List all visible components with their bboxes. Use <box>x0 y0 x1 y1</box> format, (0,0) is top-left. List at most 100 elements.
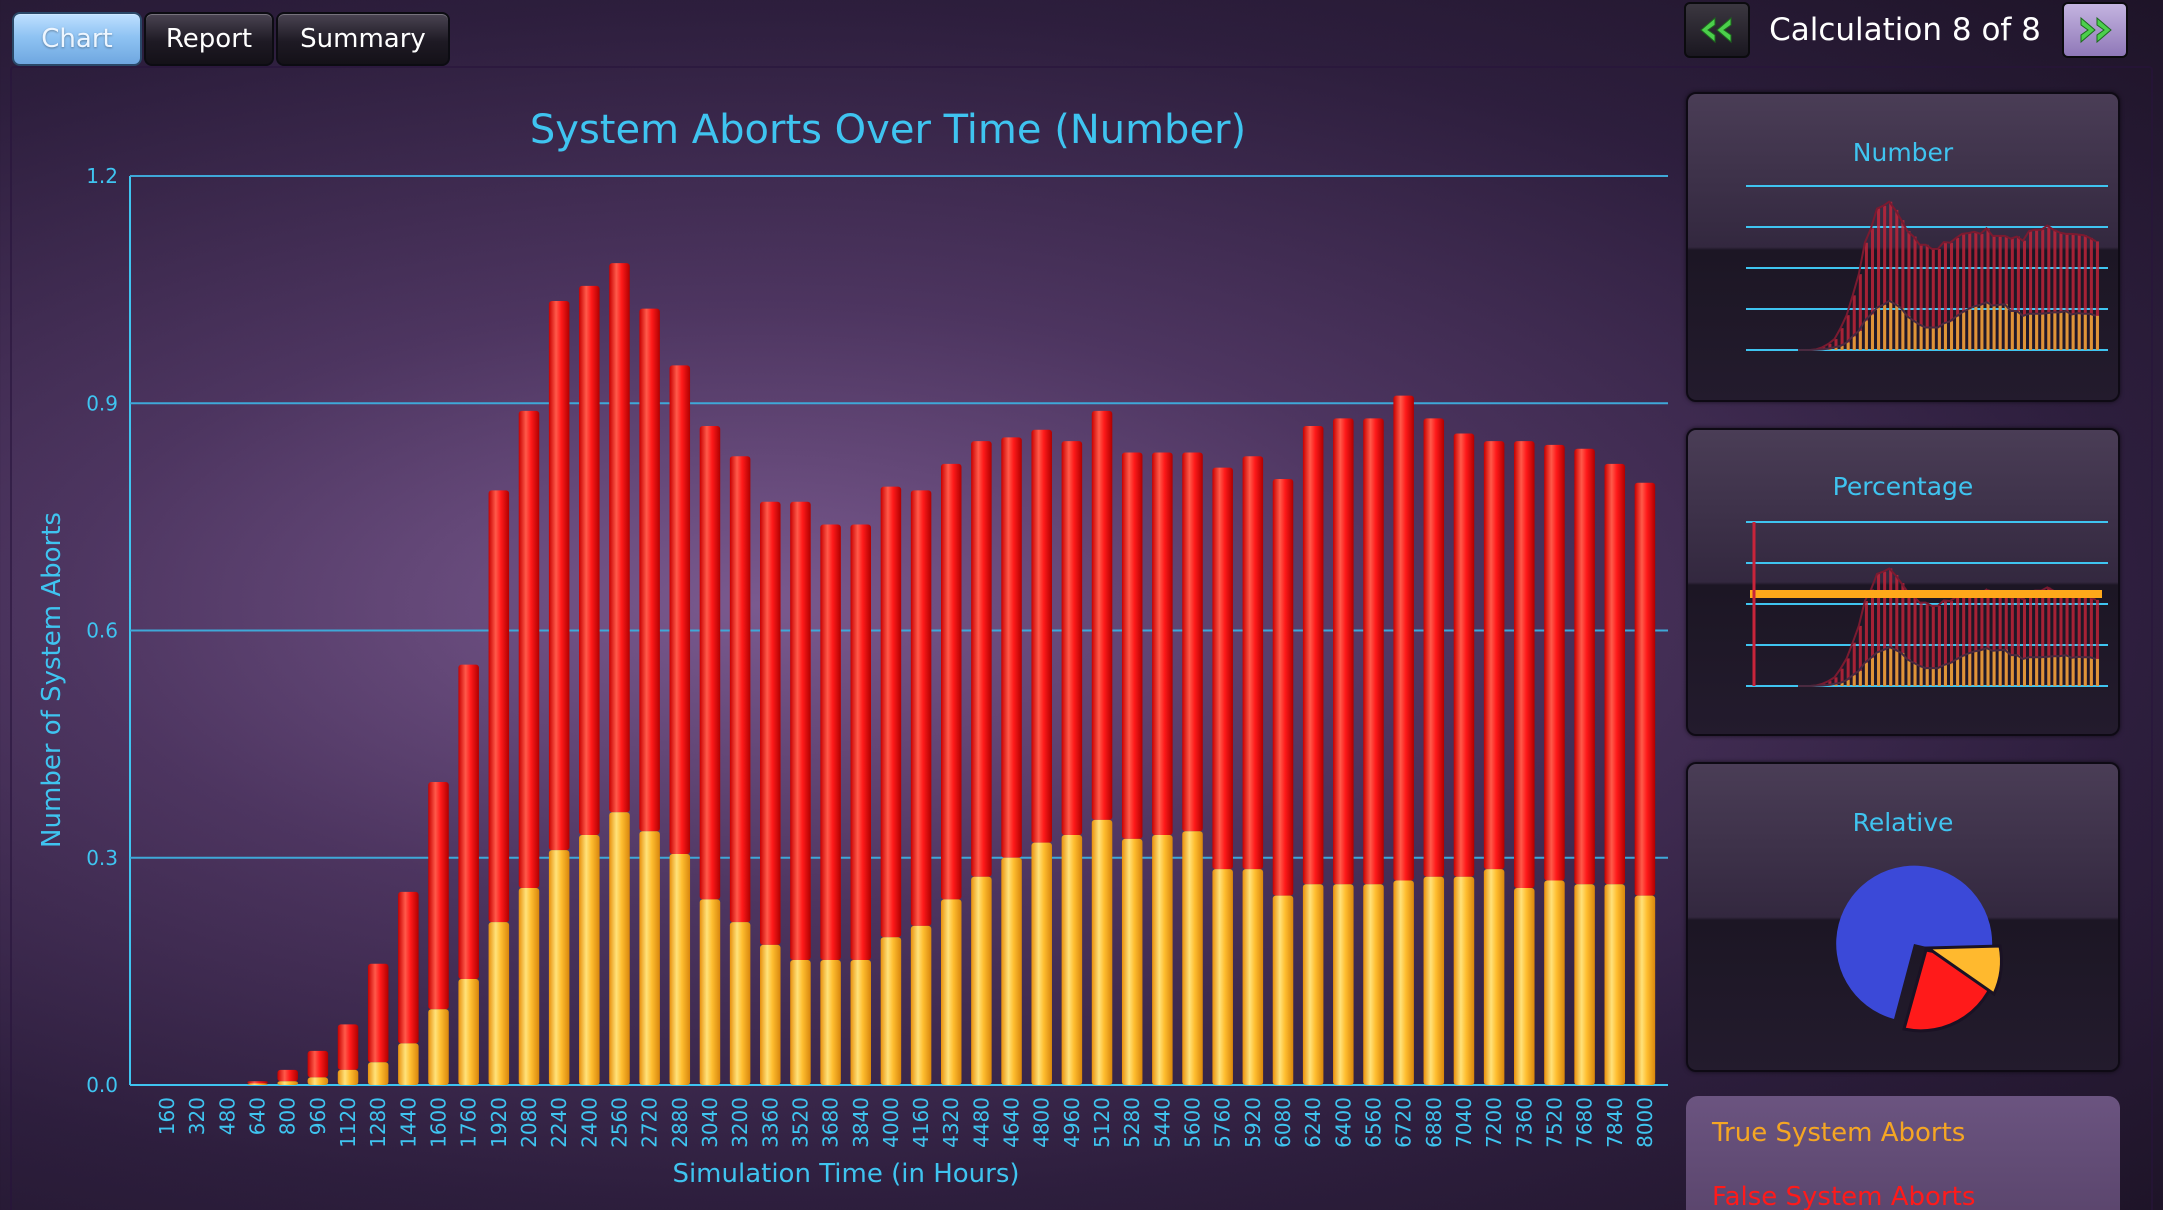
mini-bar-false <box>1919 602 1923 686</box>
x-tick-label: 4800 <box>1030 1097 1054 1148</box>
bar-true-aborts <box>1302 884 1324 1085</box>
bar-false-aborts <box>247 1081 268 1084</box>
x-tick-label: 4160 <box>909 1097 933 1148</box>
tab-chart[interactable]: Chart <box>12 12 142 66</box>
mini-bar-false <box>1998 235 2002 350</box>
bar-true-aborts <box>1634 895 1656 1085</box>
mini-bar-true <box>2010 311 2014 350</box>
mini-bar-true <box>1980 650 1984 686</box>
mini-bar-true <box>2089 313 2093 350</box>
mini-bar-false <box>1901 583 1905 686</box>
bar-false-aborts <box>1212 467 1233 870</box>
bar-false-aborts <box>1152 452 1173 836</box>
x-tick-label: 7680 <box>1573 1097 1597 1148</box>
mini-bar-true <box>2041 313 2045 350</box>
mini-bar-true <box>1950 663 1954 686</box>
mini-bar-true <box>2016 655 2020 686</box>
x-tick-label: 2400 <box>577 1097 601 1148</box>
mini-bar-true <box>1895 304 1899 350</box>
bar-true-aborts <box>1363 884 1384 1085</box>
relative-pie-chart <box>1836 865 2003 1033</box>
panel-title-percentage: Percentage <box>1832 472 1974 501</box>
x-tick-label: 160 <box>155 1097 179 1135</box>
bar-true-aborts <box>940 899 962 1085</box>
y-tick-label: 0.0 <box>86 1073 118 1097</box>
y-tick-label: 1.2 <box>86 164 118 188</box>
tab-summary[interactable]: Summary <box>276 12 450 66</box>
bar-true-aborts <box>1182 831 1203 1085</box>
bar-false-aborts <box>639 308 660 832</box>
mini-bar-true <box>1950 321 1954 350</box>
bar-false-aborts <box>458 664 479 979</box>
mini-bar-true <box>1956 316 1960 350</box>
mini-bar-true <box>1962 312 1966 350</box>
mini-bar-false <box>1840 328 1844 350</box>
x-tick-label: 2080 <box>517 1097 541 1148</box>
relative-thumbnail-panel[interactable]: Relative <box>1686 762 2120 1072</box>
x-tick-label: 800 <box>276 1097 300 1135</box>
double-chevron-left-icon <box>1700 16 1732 44</box>
mini-bar-true <box>2004 649 2008 686</box>
mini-bar-false <box>1852 295 1856 350</box>
mini-bar-true <box>2004 304 2008 350</box>
bar-false-aborts <box>307 1050 329 1078</box>
bar-false-aborts <box>1544 444 1565 881</box>
mini-bar-false <box>1907 591 1911 686</box>
mini-bar-false <box>1925 602 1929 686</box>
bar-true-aborts <box>639 831 660 1085</box>
bar-true-aborts <box>1001 857 1022 1085</box>
mini-bar-false <box>1913 596 1917 686</box>
mini-bar-false <box>2016 596 2020 686</box>
previous-calculation-button[interactable] <box>1684 2 1750 58</box>
mini-bar-true <box>1870 314 1874 350</box>
mini-bar-true <box>1889 300 1893 350</box>
mini-bar-false <box>2059 232 2063 350</box>
bar-false-aborts <box>1483 441 1505 870</box>
bar-true-aborts <box>277 1081 298 1085</box>
mini-bar-false <box>1943 242 1947 350</box>
number-thumbnail-panel[interactable]: Number <box>1686 92 2120 402</box>
mini-bar-true <box>1907 659 1911 686</box>
mini-bar-true <box>1974 651 1978 686</box>
x-tick-label: 640 <box>246 1097 270 1135</box>
bar-true-aborts <box>488 922 510 1085</box>
x-tick-label: 8000 <box>1633 1097 1657 1148</box>
mini-bar-true <box>1980 304 1984 350</box>
x-tick-label: 6080 <box>1271 1097 1295 1148</box>
mini-bar-false <box>2053 590 2057 686</box>
bar-false-aborts <box>488 490 510 923</box>
mini-bar-false <box>1852 642 1856 686</box>
mini-bar-false <box>2071 593 2075 686</box>
chart-title: System Aborts Over Time (Number) <box>530 107 1246 153</box>
mini-bar-false <box>2053 229 2057 350</box>
mini-bar-false <box>1870 589 1874 686</box>
mini-bar-false <box>1943 600 1947 686</box>
mini-bar-false <box>2083 235 2087 350</box>
mini-bar-true <box>2071 657 2075 686</box>
mini-bar-true <box>1913 320 1917 350</box>
mini-bar-false <box>1974 231 1978 350</box>
x-tick-label: 5760 <box>1211 1097 1235 1148</box>
x-tick-label: 6720 <box>1392 1097 1416 1148</box>
tab-report[interactable]: Report <box>144 12 274 66</box>
percentage-thumbnail-panel[interactable]: Percentage <box>1686 428 2120 736</box>
mini-bar-false <box>1864 242 1868 350</box>
bar-true-aborts <box>458 978 479 1085</box>
mini-bar-false <box>1895 209 1899 350</box>
mini-bar-true <box>2035 313 2039 350</box>
mini-bar-true <box>2047 313 2051 350</box>
bar-true-aborts <box>1031 842 1052 1085</box>
mini-bar-true <box>2035 657 2039 686</box>
mini-bar-true <box>1883 304 1887 350</box>
mini-bar-false <box>1931 248 1935 350</box>
x-tick-label: 7360 <box>1512 1097 1536 1148</box>
mini-bar-false <box>1980 233 1984 350</box>
mini-bar-true <box>1852 675 1856 686</box>
x-tick-label: 7520 <box>1542 1097 1566 1148</box>
mini-bar-false <box>2010 238 2014 350</box>
next-calculation-button[interactable] <box>2062 2 2128 58</box>
bar-false-aborts <box>1242 456 1264 870</box>
mini-bar-true <box>1968 653 1972 686</box>
bar-false-aborts <box>910 490 932 926</box>
mini-bar-true <box>1877 307 1881 350</box>
